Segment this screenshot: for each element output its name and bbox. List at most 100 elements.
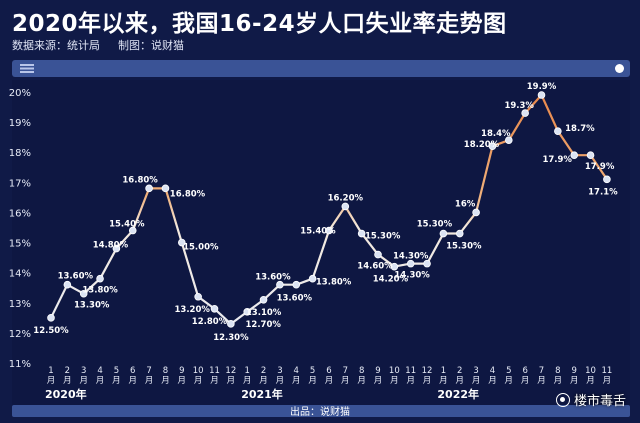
y-tick-label: 11%	[9, 359, 31, 370]
data-point	[455, 229, 464, 238]
data-point	[63, 280, 72, 289]
bottom-bar	[12, 405, 630, 417]
data-point	[554, 127, 562, 135]
y-tick-label: 19%	[9, 118, 31, 129]
y-tick-label: 18%	[9, 148, 31, 159]
data-point	[586, 151, 595, 160]
x-tick-label: 12 月	[422, 366, 433, 386]
data-point	[488, 142, 497, 151]
source-text: 数据来源：统计局	[12, 39, 100, 52]
year-label: 2021年	[241, 387, 283, 401]
x-axis: 1 月 2 月 3 月 4 月 5 月 6 月 7 月 8 月 9 月 10 月 11 月 12 月 1 月 2 月 3 月 4 月 5 月 6 月 7…	[45, 366, 612, 401]
data-label: 14.60%	[357, 262, 393, 272]
y-tick-label: 15%	[9, 239, 31, 250]
data-point	[603, 175, 611, 184]
x-tick-label: 10 月	[585, 366, 596, 386]
data-label: 13.60%	[58, 272, 94, 282]
data-point	[570, 151, 578, 160]
data-point	[210, 304, 219, 313]
data-point	[341, 202, 350, 211]
data-label: 18.4%	[481, 129, 511, 139]
menu-icon[interactable]	[20, 64, 34, 73]
data-point	[390, 262, 399, 271]
data-point	[504, 136, 513, 144]
data-point	[439, 229, 448, 238]
y-tick-label: 14%	[9, 269, 31, 280]
data-point	[472, 208, 480, 217]
data-label: 15.00%	[183, 243, 219, 253]
data-label: 15.30%	[446, 242, 482, 252]
x-tick-label: 11 月	[601, 366, 612, 386]
data-label: 12.80%	[192, 317, 228, 327]
data-label: 12.30%	[213, 333, 249, 343]
y-tick-label: 13%	[9, 299, 31, 310]
y-tick-label: 12%	[9, 329, 31, 340]
data-label: 15.30%	[417, 220, 453, 230]
top-bar	[12, 60, 630, 77]
data-label: 19.9%	[527, 82, 557, 92]
y-tick-label: 20%	[9, 88, 31, 99]
data-label: 13.30%	[74, 301, 110, 311]
source-line: 数据来源：统计局 制图：说财猫	[12, 37, 184, 53]
year-label: 2022年	[437, 387, 479, 401]
data-label: 15.40%	[109, 220, 145, 230]
data-label: 16.20%	[328, 193, 364, 203]
data-point	[259, 295, 268, 304]
x-tick-label: 10 月	[389, 366, 400, 386]
maker-text: 制图：说财猫	[118, 39, 184, 52]
y-tick-label: 16%	[9, 208, 31, 219]
watermark-icon	[555, 392, 570, 407]
data-labels: 12.50% 13.60% 13.30% 13.80% 14.80% 15.40% 16.8…	[33, 82, 618, 343]
x-tick-label: 10 月	[193, 366, 204, 386]
data-label: 14.30%	[393, 252, 429, 262]
data-label: 17.9%	[585, 162, 615, 172]
dot-icon	[615, 64, 624, 73]
data-label: 13.10%	[246, 308, 282, 318]
data-label: 13.60%	[255, 273, 291, 283]
data-point	[145, 184, 153, 193]
data-point	[161, 184, 170, 193]
data-label: 18.7%	[565, 124, 595, 134]
data-point	[128, 226, 137, 235]
data-label: 19.3%	[504, 101, 534, 111]
data-point	[292, 280, 301, 289]
data-label: 13.80%	[316, 278, 352, 288]
data-label: 17.1%	[588, 187, 618, 197]
data-point	[227, 320, 235, 328]
data-label: 18.20%	[464, 140, 500, 150]
data-label: 12.50%	[33, 326, 69, 336]
data-label: 16.80%	[122, 175, 158, 185]
year-label: 2020年	[45, 387, 87, 401]
data-point	[308, 274, 317, 283]
data-point	[178, 238, 186, 247]
data-point	[374, 250, 382, 259]
data-label: 12.70%	[245, 320, 281, 330]
data-point	[406, 259, 415, 268]
data-label: 16%	[455, 199, 476, 209]
data-point	[79, 289, 88, 298]
data-point	[243, 308, 252, 316]
data-label: 14.80%	[93, 241, 129, 251]
series-line	[50, 93, 608, 325]
data-label: 17.9%	[542, 155, 572, 165]
data-point	[537, 91, 546, 99]
data-point	[96, 274, 104, 283]
data-label: 15.40%	[300, 227, 336, 237]
